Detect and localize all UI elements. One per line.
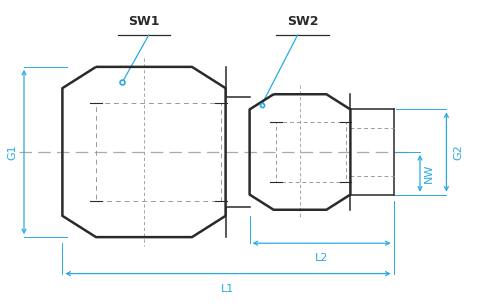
Text: SW1: SW1 — [128, 15, 160, 28]
Text: G1: G1 — [7, 144, 17, 160]
Text: G2: G2 — [454, 144, 463, 160]
Text: L1: L1 — [221, 284, 235, 294]
Text: NW: NW — [424, 164, 433, 183]
Text: L2: L2 — [315, 254, 328, 263]
Text: SW2: SW2 — [287, 15, 318, 28]
